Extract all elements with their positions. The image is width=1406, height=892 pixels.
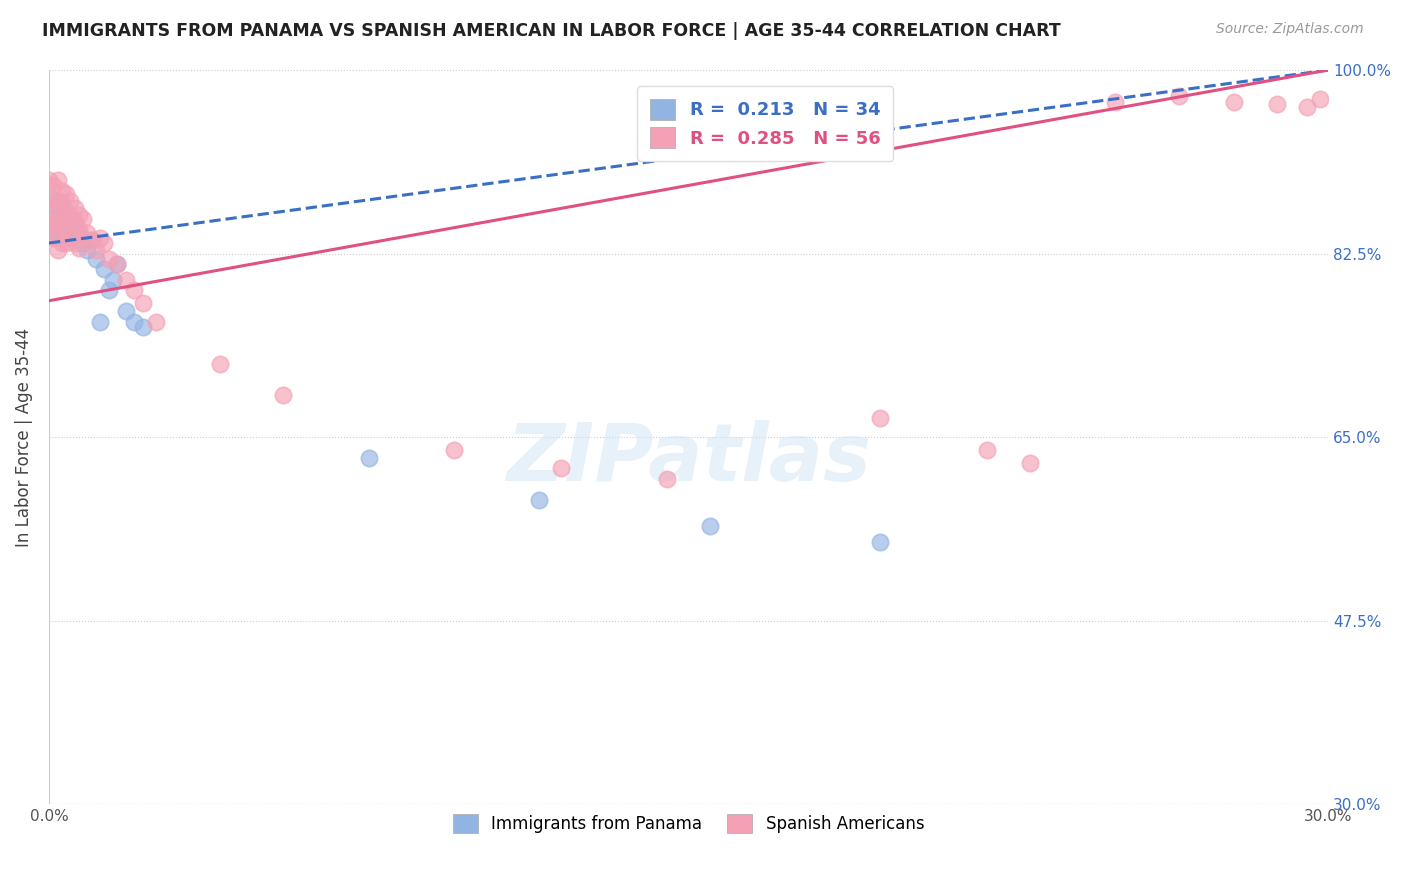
Point	[1104, 95, 1126, 109]
Point	[46, 194, 69, 208]
Point	[63, 235, 86, 250]
Point	[67, 208, 90, 222]
Point	[132, 320, 155, 334]
Point	[145, 315, 167, 329]
Point	[51, 197, 73, 211]
Point	[976, 442, 998, 457]
Point	[76, 226, 98, 240]
Point	[59, 194, 82, 208]
Point	[122, 283, 145, 297]
Point	[550, 461, 572, 475]
Point	[51, 219, 73, 233]
Point	[657, 472, 679, 486]
Point	[93, 262, 115, 277]
Point	[80, 233, 103, 247]
Point	[1167, 89, 1189, 103]
Point	[42, 215, 65, 229]
Point	[114, 304, 136, 318]
Point	[869, 534, 891, 549]
Point	[55, 235, 77, 250]
Point	[55, 204, 77, 219]
Point	[89, 315, 111, 329]
Point	[67, 222, 90, 236]
Point	[80, 233, 103, 247]
Point	[42, 231, 65, 245]
Point	[97, 252, 120, 266]
Point	[1018, 456, 1040, 470]
Point	[38, 173, 60, 187]
Point	[63, 202, 86, 216]
Point	[59, 228, 82, 243]
Point	[97, 283, 120, 297]
Point	[42, 227, 65, 242]
Point	[122, 315, 145, 329]
Text: IMMIGRANTS FROM PANAMA VS SPANISH AMERICAN IN LABOR FORCE | AGE 35-44 CORRELATIO: IMMIGRANTS FROM PANAMA VS SPANISH AMERIC…	[42, 22, 1062, 40]
Point	[51, 199, 73, 213]
Point	[51, 231, 73, 245]
Point	[105, 257, 128, 271]
Point	[46, 211, 69, 226]
Point	[38, 210, 60, 224]
Point	[59, 210, 82, 224]
Point	[76, 244, 98, 258]
Point	[38, 189, 60, 203]
Point	[42, 199, 65, 213]
Point	[55, 186, 77, 201]
Point	[1309, 92, 1331, 106]
Point	[84, 244, 107, 258]
Text: Source: ZipAtlas.com: Source: ZipAtlas.com	[1216, 22, 1364, 37]
Point	[51, 184, 73, 198]
Point	[105, 257, 128, 271]
Point	[132, 295, 155, 310]
Y-axis label: In Labor Force | Age 35-44: In Labor Force | Age 35-44	[15, 327, 32, 547]
Point	[38, 194, 60, 208]
Point	[84, 252, 107, 266]
Point	[1223, 95, 1246, 109]
Point	[46, 226, 69, 240]
Text: ZIPatlas: ZIPatlas	[506, 420, 872, 498]
Point	[42, 178, 65, 193]
Point	[46, 194, 69, 208]
Point	[59, 231, 82, 245]
Point	[63, 233, 86, 247]
Point	[1265, 96, 1288, 111]
Point	[114, 273, 136, 287]
Point	[208, 357, 231, 371]
Point	[46, 244, 69, 258]
Point	[89, 231, 111, 245]
Point	[67, 226, 90, 240]
Point	[63, 219, 86, 233]
Point	[55, 222, 77, 236]
Point	[59, 210, 82, 224]
Point	[46, 227, 69, 242]
Point	[55, 220, 77, 235]
Point	[101, 273, 124, 287]
Point	[443, 442, 465, 457]
Point	[42, 199, 65, 213]
Point	[72, 211, 94, 226]
Point	[38, 215, 60, 229]
Point	[72, 231, 94, 245]
Point	[46, 211, 69, 226]
Point	[46, 173, 69, 187]
Point	[51, 211, 73, 226]
Point	[1295, 100, 1317, 114]
Point	[72, 235, 94, 250]
Point	[93, 235, 115, 250]
Legend: Immigrants from Panama, Spanish Americans: Immigrants from Panama, Spanish American…	[446, 807, 931, 839]
Point	[63, 215, 86, 229]
Point	[273, 388, 295, 402]
Point	[67, 241, 90, 255]
Point	[869, 411, 891, 425]
Point	[42, 215, 65, 229]
Point	[529, 492, 551, 507]
Point	[51, 235, 73, 250]
Point	[699, 519, 721, 533]
Point	[55, 204, 77, 219]
Point	[357, 450, 380, 465]
